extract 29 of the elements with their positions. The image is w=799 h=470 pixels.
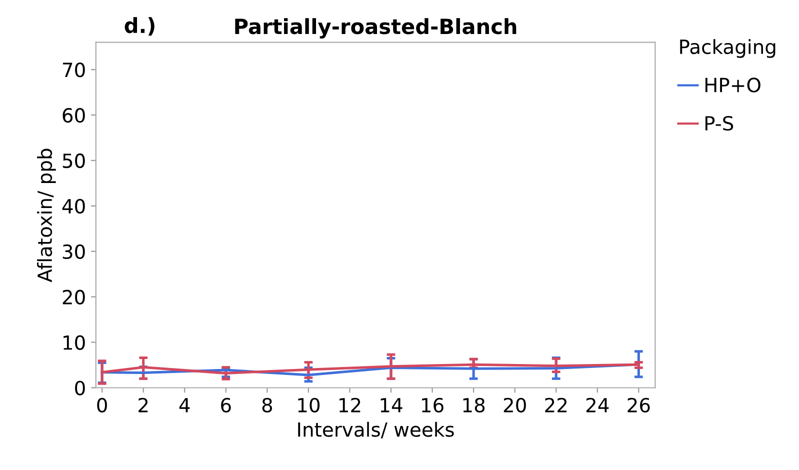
legend-label: HP+O [705, 78, 760, 92]
text: d.) [124, 17, 154, 36]
x-tick-label: 2 [138, 398, 148, 412]
y-tick-label: 60 [62, 108, 85, 123]
y-tick-label: 50 [62, 153, 85, 168]
y-tick-label: 0 [75, 380, 85, 396]
y-tick-label: 10 [64, 335, 85, 350]
x-tick-label: 14 [380, 398, 402, 412]
x-tick-label: 12 [339, 398, 360, 412]
chart-title: Partially-roasted-Blanch [235, 18, 516, 38]
legend-label: P-S [705, 116, 734, 131]
y-tick-label: 40 [62, 198, 85, 214]
y-tick-label: 70 [63, 62, 85, 78]
x-tick-label: 26 [628, 398, 650, 413]
x-tick-label: 16 [422, 398, 444, 413]
x-tick-label: 18 [463, 398, 485, 413]
x-tick-label: 24 [586, 398, 609, 412]
x-tick-label: 4 [179, 398, 190, 412]
y-tick-label: 20 [62, 290, 85, 305]
x-axis-title: Intervals/ weeks [298, 422, 454, 438]
x-tick-label: 10 [298, 398, 320, 413]
y-axis-title: Aflatoxin/ ppb [37, 148, 56, 282]
y-tick-label: 30 [62, 244, 85, 260]
x-tick-label: 8 [262, 398, 272, 413]
legend-title: Packaging [680, 39, 776, 58]
x-tick-label: 20 [504, 398, 526, 413]
x-tick-label: 22 [545, 398, 567, 412]
x-tick-label: 6 [221, 398, 231, 413]
x-tick-label: 0 [97, 398, 107, 413]
